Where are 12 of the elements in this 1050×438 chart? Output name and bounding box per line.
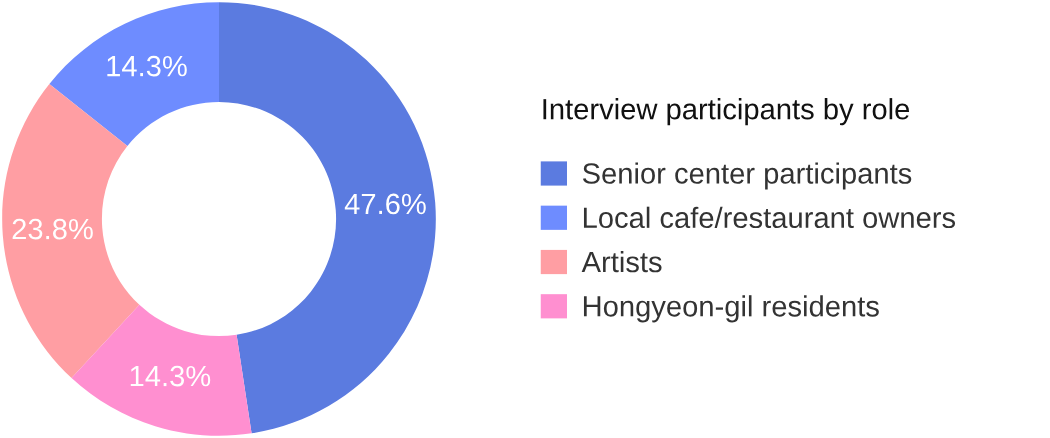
data-label: 23.8%	[12, 218, 93, 240]
legend-label: Local cafe/restaurant owners	[583, 206, 956, 229]
legend-label: Artists	[581, 250, 662, 273]
legend-title: Interview participants by role	[543, 98, 910, 126]
legend-label: Senior center participants	[582, 162, 912, 190]
legend-label: Hongyeon-gil residents	[583, 295, 879, 323]
donut-slice	[71, 304, 252, 436]
data-label: 47.6%	[344, 193, 426, 215]
data-label: 14.3%	[130, 365, 211, 387]
donut-slice	[49, 2, 219, 147]
data-label: 14.3%	[107, 55, 187, 77]
donut-slice	[219, 2, 436, 434]
